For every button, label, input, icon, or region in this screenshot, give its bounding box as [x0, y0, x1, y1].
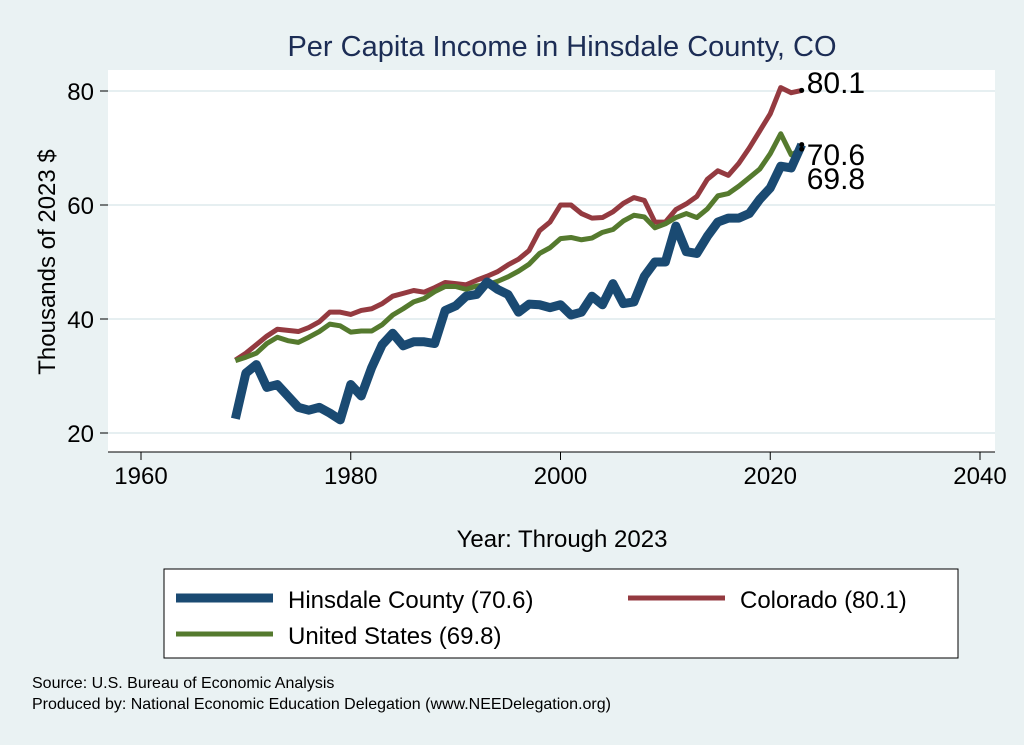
y-axis-label: Thousands of 2023 $ [34, 149, 61, 375]
producer-note: Produced by: National Economic Education… [32, 696, 611, 713]
y-tick-label: 60 [67, 193, 94, 220]
source-note: Source: U.S. Bureau of Economic Analysis [32, 675, 334, 692]
x-tick-label: 1980 [324, 463, 377, 490]
legend-label: United States (69.8) [288, 623, 501, 650]
x-axis-label: Year: Through 2023 [457, 526, 668, 553]
x-tick-label: 2020 [744, 463, 797, 490]
end-value-label: 69.8 [807, 163, 865, 196]
y-tick-label: 80 [67, 79, 94, 106]
series-line-0 [231, 142, 806, 425]
legend-label: Hinsdale County (70.6) [288, 587, 533, 614]
legend [163, 568, 959, 659]
end-value-label: 70.6 [807, 139, 865, 172]
x-tick-label: 2040 [953, 463, 1006, 490]
end-value-label: 80.1 [807, 67, 865, 100]
end-point-marker [799, 87, 805, 93]
series-line-2 [234, 131, 803, 363]
legend-label: Colorado (80.1) [740, 587, 907, 614]
end-point-marker [799, 142, 805, 148]
y-tick-label: 20 [67, 421, 94, 448]
end-point-marker [799, 146, 805, 152]
x-tick-label: 2000 [534, 463, 587, 490]
plot-area [108, 70, 995, 452]
x-tick-label: 1960 [114, 463, 167, 490]
chart-title: Per Capita Income in Hinsdale County, CO [287, 31, 836, 63]
y-tick-label: 40 [67, 307, 94, 334]
series-line-1 [234, 85, 803, 363]
